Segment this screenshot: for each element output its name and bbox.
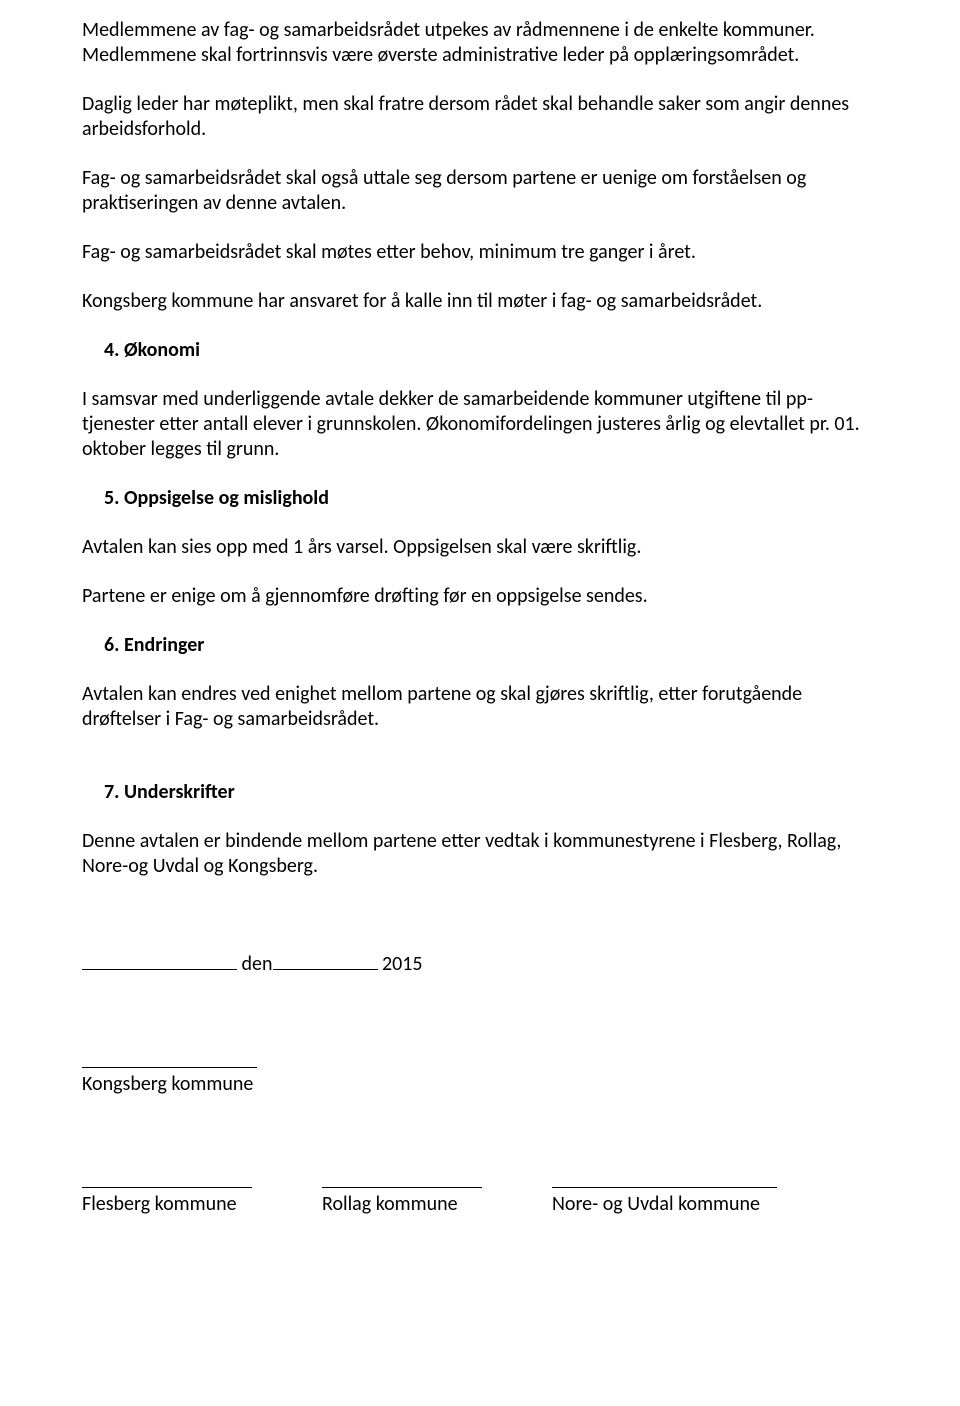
- heading-6-changes: 6. Endringer: [82, 633, 878, 658]
- paragraph-council-statement: Fag- og samarbeidsrådet skal også uttale…: [82, 166, 878, 216]
- signature-block-noreuvdal: Nore- og Uvdal kommune: [552, 1167, 777, 1217]
- paragraph-binding: Denne avtalen er bindende mellom partene…: [82, 829, 878, 879]
- signature-block-kongsberg: Kongsberg kommune: [82, 1047, 878, 1097]
- paragraph-economy: I samsvar med underliggende avtale dekke…: [82, 387, 878, 462]
- signature-line-noreuvdal: [552, 1167, 777, 1188]
- paragraph-changes: Avtalen kan endres ved enighet mellom pa…: [82, 682, 878, 732]
- paragraph-members: Medlemmene av fag- og samarbeidsrådet ut…: [82, 18, 878, 68]
- heading-7-signatures: 7. Underskrifter: [82, 780, 878, 805]
- paragraph-kongsberg-responsibility: Kongsberg kommune har ansvaret for å kal…: [82, 289, 878, 314]
- signature-line-flesberg: [82, 1167, 252, 1188]
- heading-4-economy: 4. Økonomi: [82, 338, 878, 363]
- paragraph-termination-notice: Avtalen kan sies opp med 1 års varsel. O…: [82, 535, 878, 560]
- heading-5-termination: 5. Oppsigelse og mislighold: [82, 486, 878, 511]
- paragraph-daily-leader: Daglig leder har møteplikt, men skal fra…: [82, 92, 878, 142]
- signature-label-kongsberg: Kongsberg kommune: [82, 1072, 878, 1097]
- signature-label-noreuvdal: Nore- og Uvdal kommune: [552, 1192, 777, 1217]
- signature-label-rollag: Rollag kommune: [322, 1192, 482, 1217]
- date-den: den: [237, 952, 273, 976]
- date-year: 2015: [378, 952, 423, 976]
- signature-block-flesberg: Flesberg kommune: [82, 1167, 252, 1217]
- paragraph-meeting-frequency: Fag- og samarbeidsrådet skal møtes etter…: [82, 240, 878, 265]
- signature-line-kongsberg: [82, 1047, 257, 1068]
- date-line: den 2015: [82, 949, 878, 977]
- signature-line-rollag: [322, 1167, 482, 1188]
- blank-place: [82, 949, 237, 970]
- blank-date: [273, 949, 378, 970]
- signature-label-flesberg: Flesberg kommune: [82, 1192, 252, 1217]
- paragraph-discussion-before-termination: Partene er enige om å gjennomføre drøfti…: [82, 584, 878, 609]
- signature-row: Flesberg kommune Rollag kommune Nore- og…: [82, 1167, 878, 1217]
- signature-block-rollag: Rollag kommune: [322, 1167, 482, 1217]
